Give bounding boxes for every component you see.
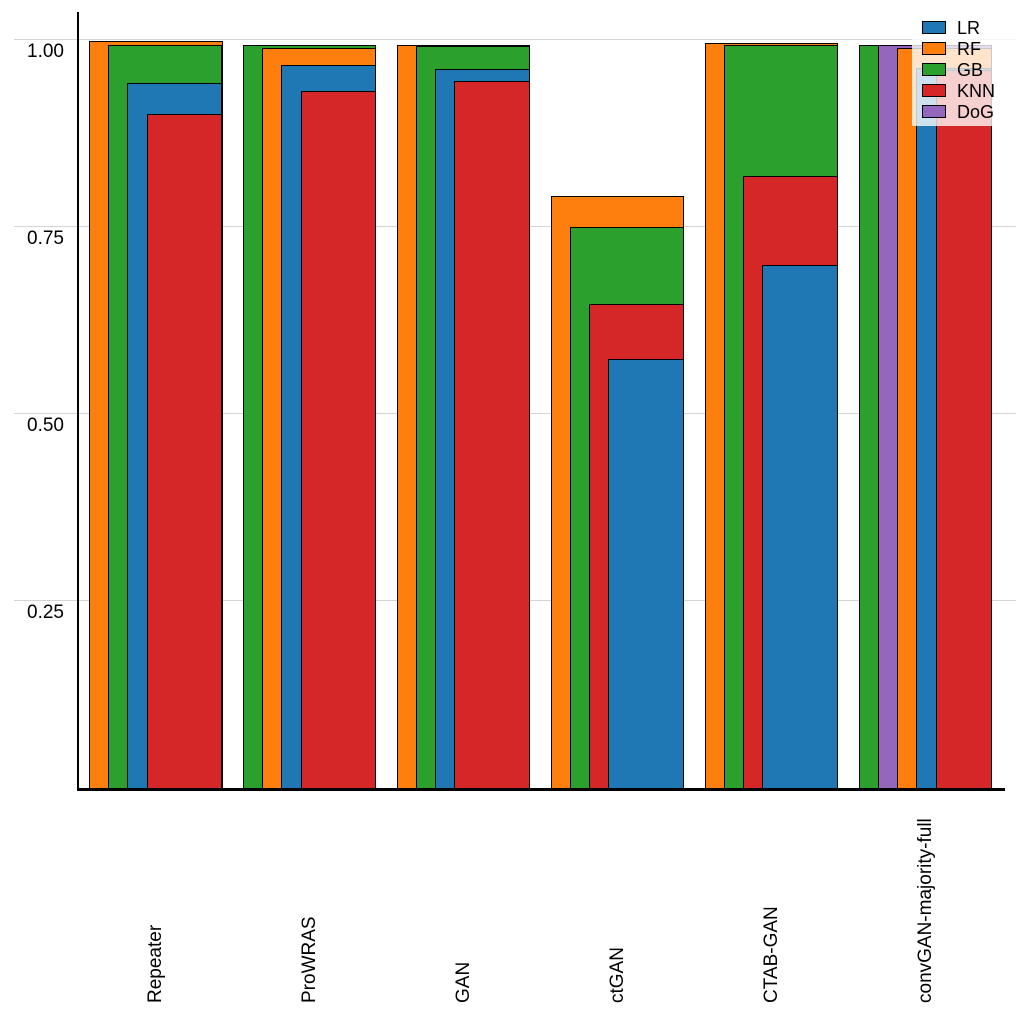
- y-tick-label-0.25: 0.25: [27, 601, 64, 623]
- legend-item-DoG: DoG: [912, 101, 1016, 122]
- legend-swatch-icon-GB: [922, 63, 946, 76]
- legend: LR RF GB KNN DoG: [912, 16, 1016, 126]
- legend-swatch-icon-LR: [922, 21, 946, 34]
- legend-swatch-icon-KNN: [922, 84, 946, 97]
- legend-swatch-icon-DoG: [922, 105, 946, 118]
- x-axis-line: [77, 788, 1005, 791]
- legend-item-GB: GB: [912, 59, 1016, 80]
- legend-label-LR: LR: [957, 17, 981, 38]
- x-tick-label-CTAB-GAN: CTAB-GAN: [761, 906, 782, 1003]
- legend-swatch-icon-RF: [922, 42, 946, 55]
- bar-GAN-KNN: [454, 81, 531, 790]
- x-tick-label-GAN: GAN: [453, 961, 475, 1003]
- y-tick-label-0.75: 0.75: [27, 227, 64, 249]
- legend-label-GB: GB: [957, 59, 984, 80]
- legend-label-RF: RF: [957, 38, 981, 59]
- legend-item-LR: LR: [912, 17, 1016, 38]
- legend-item-KNN: KNN: [912, 80, 1016, 101]
- y-tick-label-1.00: 1.00: [27, 40, 64, 62]
- x-tick-label-ProWRAS: ProWRAS: [299, 916, 321, 1003]
- x-tick-label-ctGAN: ctGAN: [607, 947, 629, 1003]
- legend-label-DoG: DoG: [957, 101, 995, 122]
- y-tick-label-0.50: 0.50: [27, 414, 64, 436]
- x-tick-label-Repeater: Repeater: [145, 924, 167, 1003]
- bar-CTAB-GAN-LR: [762, 265, 839, 790]
- bar-convGAN-majority-full-KNN: [935, 70, 993, 790]
- gridline-1.00: [14, 38, 1016, 40]
- bar-ctGAN-LR: [608, 358, 685, 790]
- bar-ProWRAS-KNN: [300, 91, 377, 790]
- legend-label-KNN: KNN: [957, 80, 996, 101]
- legend-item-RF: RF: [912, 38, 1016, 59]
- bar-Repeater-KNN: [146, 114, 223, 790]
- x-tick-label-convGAN-majority-full: convGAN-majority-full: [914, 818, 936, 1003]
- y-axis-line: [77, 12, 79, 789]
